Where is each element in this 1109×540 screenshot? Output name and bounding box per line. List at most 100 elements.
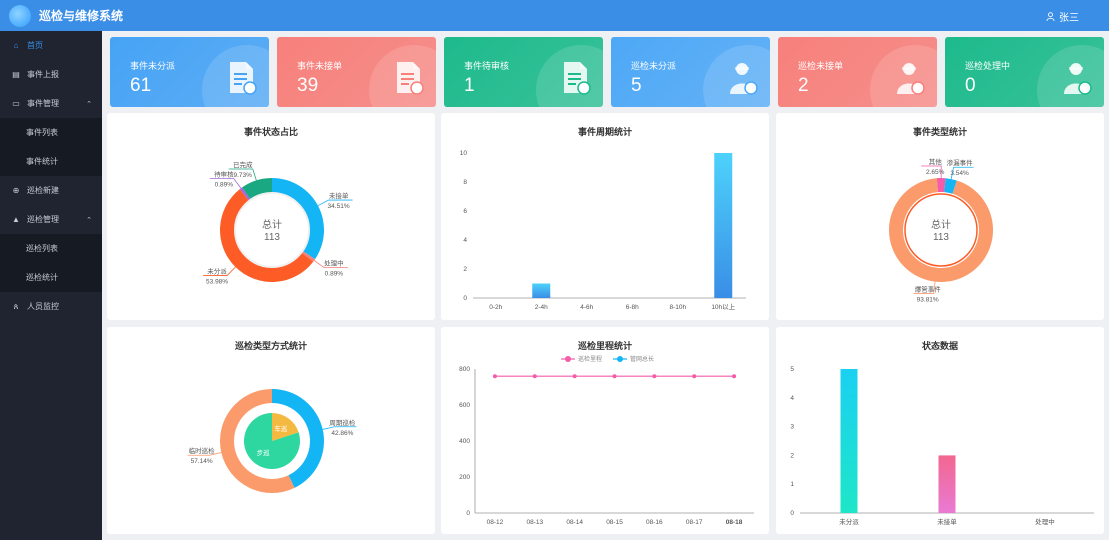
x-tick-label: 0-2h (489, 304, 502, 311)
folder-icon: ▭ (12, 99, 20, 108)
user-menu[interactable]: 张三 (1046, 9, 1079, 24)
y-tick-label: 6 (463, 208, 467, 215)
card-value: 61 (130, 75, 152, 96)
legend-marker (617, 356, 623, 362)
line-point (612, 374, 617, 379)
sidebar-item-personnel-monitor[interactable]: ጰ 人员监控 (0, 292, 102, 321)
card-value: 39 (297, 75, 319, 96)
callout-label: 待审核 (214, 170, 234, 179)
y-tick-label: 0 (790, 510, 794, 517)
status-data-panel: 状态数据 0 1 2 3 4 5 未分派 未接单 处理中 (776, 327, 1104, 534)
sidebar-item-event-stats[interactable]: 事件统计 (0, 147, 102, 176)
bar (714, 153, 733, 298)
sidebar-item-label: 事件上报 (27, 70, 59, 79)
y-tick-label: 4 (463, 237, 467, 244)
card-label: 事件未分派 (130, 61, 176, 71)
worker-clock-icon (1064, 63, 1092, 95)
inner-pie-slice (272, 413, 299, 441)
callout-line (950, 166, 974, 180)
callout-line (921, 165, 942, 179)
donut-center-label: 总计 (262, 218, 282, 231)
pie-slice (220, 189, 314, 282)
card-value: 0 (965, 75, 976, 96)
sidebar-item-patrol-new[interactable]: ⊕ 巡检新建 (0, 176, 102, 205)
callout-label: 周期巡检 (329, 418, 356, 427)
callout-label: 其他 (929, 157, 943, 166)
sidebar-item-label: 巡检管理 (27, 215, 59, 224)
x-tick-label: 6-8h (626, 304, 639, 311)
callout-percent: 0.89% (215, 182, 234, 189)
bar (840, 369, 858, 513)
document-alert-icon (397, 62, 424, 95)
donut-hole (234, 192, 310, 268)
sidebar-item-home[interactable]: ⌂ 首页 (0, 31, 102, 60)
stat-card[interactable]: 事件未分派 61 (110, 37, 269, 107)
sidebar-item-patrol-stats[interactable]: 巡检统计 (0, 263, 102, 292)
callout-percent: 53.98% (206, 279, 228, 286)
patrol-type-panel: 巡检类型方式统计 车巡 步巡 周期巡检 42.86% 临时巡检 57.14% (107, 327, 435, 534)
y-tick-label: 800 (459, 366, 470, 373)
line-point (692, 374, 697, 379)
sidebar-item-event-management[interactable]: ▭ 事件管理 ⌃ (0, 89, 102, 118)
bar (532, 283, 551, 298)
card-label: 事件未接单 (297, 61, 343, 71)
callout-percent: 2.65% (926, 169, 945, 176)
pie-slice (944, 178, 957, 194)
worker-edit-icon (730, 63, 758, 95)
stat-card[interactable]: 巡检处理中 0 (945, 37, 1104, 107)
donut-center-label: 总计 (931, 218, 951, 231)
card-label: 巡检处理中 (965, 61, 1011, 71)
event-cycle-panel: 事件周期统计 0 2 4 6 8 10 0-2h 2-4h 4-6h 6-8h 8-10h 10h以上 (441, 113, 769, 320)
callout-percent: 93.81% (917, 297, 939, 304)
panel-title: 巡检里程统计 (577, 341, 632, 351)
top-header: 巡检与维修系统 张三 (0, 0, 1109, 31)
inner-pie-slice (243, 413, 300, 469)
people-icon: ጰ (13, 301, 19, 311)
sidebar-item-patrol-management[interactable]: ▲ 巡检管理 ⌃ (0, 205, 102, 234)
card-value: 1 (464, 75, 475, 96)
y-tick-label: 0 (466, 510, 470, 517)
callout-label: 未接单 (329, 191, 349, 200)
line-point (492, 374, 497, 379)
sidebar-item-patrol-list[interactable]: 巡检列表 (0, 234, 102, 263)
stat-card[interactable]: 巡检未分派 5 (611, 37, 770, 107)
x-tick-label: 08-14 (566, 519, 583, 526)
report-icon: ▤ (12, 70, 20, 79)
card-label: 事件待审核 (464, 61, 510, 71)
sidebar-item-event-report[interactable]: ▤ 事件上报 (0, 60, 102, 89)
x-tick-label: 08-12 (487, 519, 504, 526)
sidebar: ⌂ 首页 ▤ 事件上报 ▭ 事件管理 ⌃ 事件列表 事件统计 ⊕ 巡检新建 ▲ 巡检管理 ⌃ … (0, 31, 102, 540)
callout-label: 未分派 (207, 267, 227, 276)
panel-title: 事件类型统计 (912, 127, 967, 137)
pie-slice (220, 389, 295, 493)
callout-percent: 9.73% (234, 172, 253, 179)
callout-line (228, 168, 257, 181)
x-tick-label: 2-4h (535, 304, 548, 311)
donut-center-value: 113 (264, 232, 280, 243)
pie-slice (936, 178, 946, 193)
sidebar-item-event-list[interactable]: 事件列表 (0, 118, 102, 147)
document-edit-icon (230, 62, 257, 95)
stat-card[interactable]: 事件未接单 39 (277, 37, 436, 107)
legend-label: 管网总长 (630, 355, 654, 363)
sidebar-item-label: 巡检新建 (27, 186, 59, 195)
panel-title: 状态数据 (921, 341, 958, 351)
callout-percent: 34.51% (328, 203, 350, 210)
stat-card[interactable]: 事件待审核 1 (444, 37, 603, 107)
stat-card[interactable]: 巡检未接单 2 (778, 37, 937, 107)
y-tick-label: 600 (459, 402, 470, 409)
app-title: 巡检与维修系统 (39, 9, 124, 23)
y-tick-label: 3 (790, 424, 794, 431)
x-tick-label: 8-10h (669, 304, 686, 311)
callout-line (209, 178, 242, 189)
y-tick-label: 1 (790, 481, 794, 488)
panel-title: 巡检类型方式统计 (234, 341, 307, 351)
chevron-up-icon: ⌃ (86, 100, 92, 108)
line-point (652, 374, 657, 379)
inner-pie-label: 车巡 (274, 424, 288, 433)
bar (938, 455, 956, 513)
x-tick-label: 未接单 (937, 517, 957, 526)
y-tick-label: 2 (790, 452, 794, 459)
